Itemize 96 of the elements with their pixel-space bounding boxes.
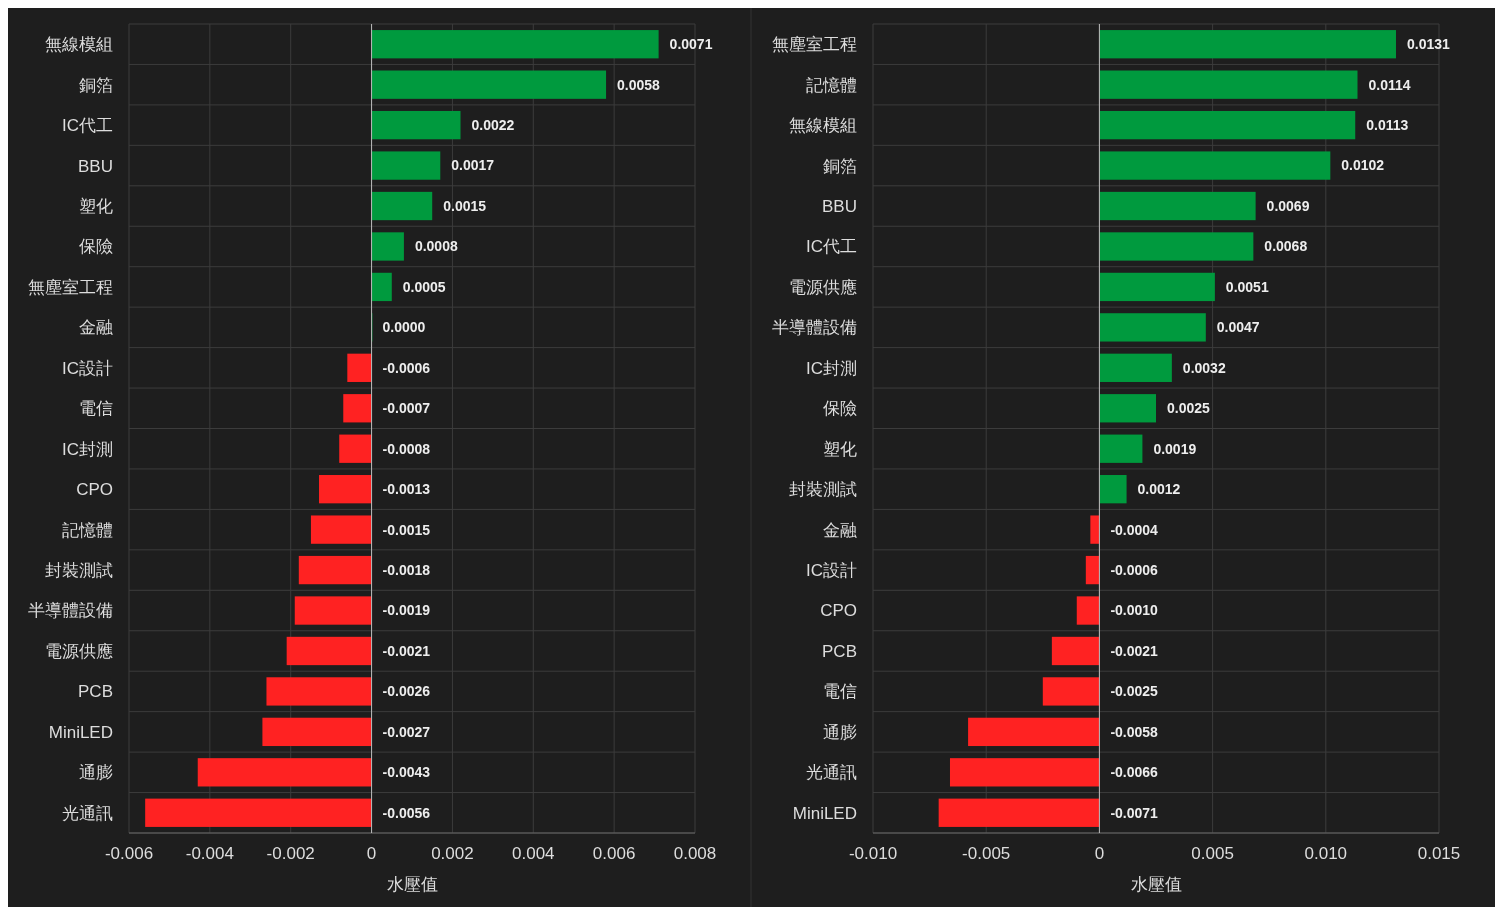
data-label: 0.0131 <box>1406 36 1451 53</box>
data-label: -0.0071 <box>1110 804 1159 821</box>
data-label: -0.0010 <box>1110 602 1159 619</box>
data-label: -0.0013 <box>382 481 431 498</box>
y-tick-label: 無線模組 <box>789 116 857 136</box>
data-label: -0.0019 <box>382 602 431 619</box>
y-tick-label: IC設計 <box>806 561 857 581</box>
data-label: 0.0017 <box>451 157 495 174</box>
data-label: 0.0025 <box>1167 400 1211 417</box>
data-label: 0.0114 <box>1368 76 1411 93</box>
x-tick-label: -0.004 <box>185 844 234 863</box>
y-tick-label: 塑化 <box>823 439 857 459</box>
x-tick-label: -0.002 <box>266 844 315 863</box>
y-tick-label: 通膨 <box>823 722 857 742</box>
data-label: 0.0047 <box>1216 319 1260 336</box>
x-tick-label: -0.010 <box>848 844 898 863</box>
y-tick-label: 銅箔 <box>79 75 113 95</box>
y-tick-label: IC代工 <box>62 116 113 136</box>
data-label: -0.0056 <box>382 804 431 821</box>
y-tick-label: 電信 <box>79 399 113 419</box>
x-tick-label: 0 <box>1094 844 1105 863</box>
data-label: 0.0051 <box>1225 278 1269 295</box>
y-tick-label: 金融 <box>79 318 113 338</box>
y-tick-label: CPO <box>76 480 113 500</box>
data-label: 0.0019 <box>1153 440 1197 457</box>
data-label: 0.0012 <box>1137 481 1181 498</box>
y-tick-label: 記憶體 <box>806 75 857 95</box>
data-label: -0.0025 <box>1110 683 1159 700</box>
x-tick-label: 0.004 <box>512 844 555 863</box>
x-tick-label: -0.005 <box>962 844 1011 863</box>
data-label: 0.0113 <box>1366 117 1409 134</box>
y-tick-label: IC封測 <box>806 358 857 378</box>
data-label: -0.0015 <box>382 521 431 538</box>
y-tick-label: 無塵室工程 <box>772 35 857 55</box>
y-tick-label: 保險 <box>823 399 857 419</box>
y-tick-label: IC設計 <box>62 358 113 378</box>
y-tick-label: MiniLED <box>792 803 857 823</box>
y-tick-label: PCB <box>822 641 857 661</box>
x-tick-label: 0.002 <box>431 844 474 863</box>
data-label: -0.0008 <box>382 440 431 457</box>
data-label: -0.0043 <box>382 764 431 781</box>
x-axis-title: 水壓值 <box>386 875 438 894</box>
data-label: 0.0022 <box>471 117 515 134</box>
data-label: -0.0021 <box>382 642 431 659</box>
data-label: -0.0018 <box>382 561 431 578</box>
x-tick-label: 0.015 <box>1417 844 1461 863</box>
data-label: -0.0007 <box>382 400 431 417</box>
data-label: 0.0071 <box>669 36 713 53</box>
y-tick-label: 無塵室工程 <box>28 277 113 297</box>
y-tick-label: BBU <box>822 196 857 216</box>
data-label: -0.0058 <box>1110 723 1159 740</box>
y-tick-label: 銅箔 <box>823 156 857 176</box>
y-tick-label: MiniLED <box>48 722 113 742</box>
y-tick-label: 塑化 <box>79 196 113 216</box>
x-tick-label: 0.008 <box>673 844 717 863</box>
data-label: 0.0005 <box>402 278 446 295</box>
data-label: -0.0027 <box>382 723 431 740</box>
y-tick-label: 光通訊 <box>62 803 113 823</box>
y-tick-label: 封裝測試 <box>45 561 113 581</box>
y-tick-label: IC代工 <box>806 237 857 257</box>
y-tick-label: 電信 <box>823 682 857 702</box>
data-label: 0.0102 <box>1341 157 1385 174</box>
y-tick-label: 半導體設備 <box>28 601 113 621</box>
x-axis-title: 水壓值 <box>1130 875 1182 894</box>
y-tick-label: 半導體設備 <box>772 318 857 338</box>
x-tick-label: 0.006 <box>592 844 636 863</box>
data-label: 0.0069 <box>1266 197 1310 214</box>
y-tick-label: 光通訊 <box>806 763 857 783</box>
y-tick-label: 無線模組 <box>45 35 113 55</box>
x-tick-label: 0.005 <box>1191 844 1234 863</box>
data-label: 0.0032 <box>1182 359 1226 376</box>
data-label: -0.0026 <box>382 683 431 700</box>
data-label: 0.0015 <box>443 197 487 214</box>
data-label: 0.0068 <box>1264 238 1308 255</box>
data-label: 0.0000 <box>382 319 426 336</box>
y-tick-label: 電源供應 <box>789 277 857 297</box>
y-tick-label: 通膨 <box>79 763 113 783</box>
data-label: 0.0058 <box>617 76 661 93</box>
data-label: -0.0006 <box>382 359 431 376</box>
x-tick-label: 0 <box>366 844 377 863</box>
data-label: 0.0008 <box>414 238 458 255</box>
data-label: -0.0066 <box>1110 764 1159 781</box>
x-tick-label: -0.006 <box>104 844 154 863</box>
x-tick-label: 0.010 <box>1304 844 1348 863</box>
y-tick-label: 記憶體 <box>62 520 113 540</box>
y-tick-label: 封裝測試 <box>789 480 857 500</box>
data-label: -0.0021 <box>1110 642 1159 659</box>
y-tick-label: IC封測 <box>62 439 113 459</box>
y-tick-label: 電源供應 <box>45 641 113 661</box>
data-label: -0.0004 <box>1110 521 1159 538</box>
y-tick-label: 保險 <box>79 237 113 257</box>
y-tick-label: CPO <box>820 601 857 621</box>
data-label: -0.0006 <box>1110 561 1159 578</box>
y-tick-label: BBU <box>78 156 113 176</box>
y-tick-label: 金融 <box>823 520 857 540</box>
y-tick-label: PCB <box>78 682 113 702</box>
